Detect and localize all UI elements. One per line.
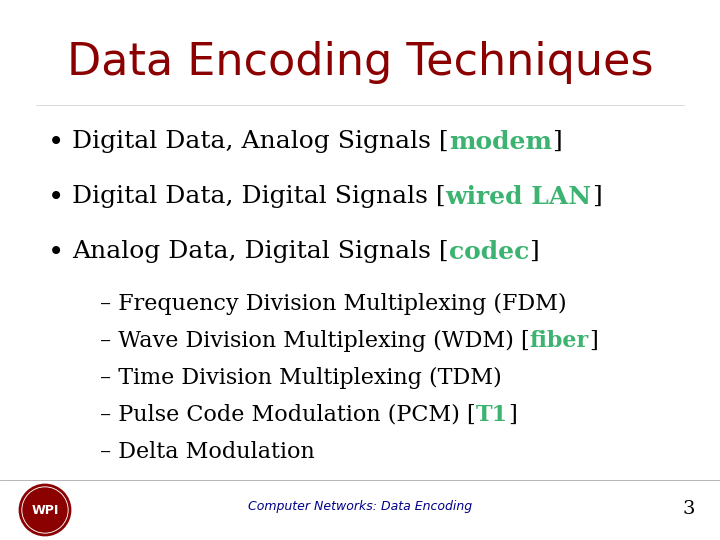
- Text: – Pulse Code Modulation (PCM) [: – Pulse Code Modulation (PCM) [: [100, 404, 476, 426]
- Text: wired LAN: wired LAN: [446, 185, 592, 209]
- Text: ]: ]: [589, 330, 598, 352]
- Text: – Time Division Multiplexing (TDM): – Time Division Multiplexing (TDM): [100, 367, 502, 389]
- Text: •: •: [48, 130, 64, 157]
- Text: 3: 3: [683, 500, 695, 518]
- Text: T1: T1: [476, 404, 508, 426]
- Text: Digital Data, Digital Signals [: Digital Data, Digital Signals [: [72, 185, 446, 208]
- Text: – Frequency Division Multiplexing (FDM): – Frequency Division Multiplexing (FDM): [100, 293, 567, 315]
- Text: ]: ]: [529, 240, 539, 263]
- Text: codec: codec: [449, 240, 529, 264]
- Text: ]: ]: [592, 185, 601, 208]
- Text: modem: modem: [449, 130, 552, 154]
- Text: Computer Networks: Data Encoding: Computer Networks: Data Encoding: [248, 500, 472, 513]
- Text: Data Encoding Techniques: Data Encoding Techniques: [67, 40, 653, 84]
- Text: Digital Data, Analog Signals [: Digital Data, Analog Signals [: [72, 130, 449, 153]
- Text: – Wave Division Multiplexing (WDM) [: – Wave Division Multiplexing (WDM) [: [100, 330, 530, 352]
- Text: WPI: WPI: [31, 503, 59, 516]
- Text: ]: ]: [508, 404, 517, 426]
- Circle shape: [23, 488, 67, 532]
- Text: •: •: [48, 185, 64, 212]
- Text: •: •: [48, 240, 64, 267]
- Text: ]: ]: [552, 130, 562, 153]
- Text: fiber: fiber: [530, 330, 589, 352]
- Text: Analog Data, Digital Signals [: Analog Data, Digital Signals [: [72, 240, 449, 263]
- Text: – Delta Modulation: – Delta Modulation: [100, 441, 315, 463]
